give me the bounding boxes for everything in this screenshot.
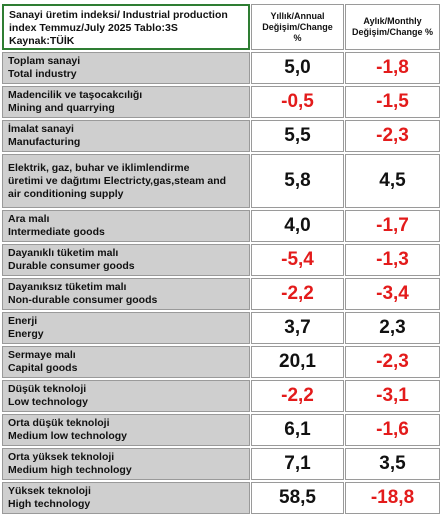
monthly-change-value: 4,5 bbox=[345, 154, 440, 208]
row-label-line-2: Medium high technology bbox=[8, 464, 132, 476]
title-line-3: Kaynak:TÜİK bbox=[9, 35, 75, 47]
annual-change-value: 20,1 bbox=[251, 346, 344, 378]
row-label: İmalat sanayi Manufacturing bbox=[2, 120, 250, 152]
row-label: Madencilik ve taşocakcılığı Mining and qu… bbox=[2, 86, 250, 118]
table-row: Enerji Energy 3,7 2,3 bbox=[2, 312, 442, 346]
table-title: Sanayi üretim indeksi/ Industrial produc… bbox=[2, 4, 250, 50]
row-label-line-2: Non-durable consumer goods bbox=[8, 294, 158, 306]
annual-change-header: Yıllık/Annual Değişim/Change % bbox=[251, 4, 344, 50]
annual-change-value: 58,5 bbox=[251, 482, 344, 514]
row-label: Orta yüksek teknoloji Medium high technol… bbox=[2, 448, 250, 480]
monthly-change-value: 2,3 bbox=[345, 312, 440, 344]
monthly-change-value: -1,3 bbox=[345, 244, 440, 276]
table-row: Dayanıklı tüketim malı Durable consumer g… bbox=[2, 244, 442, 278]
row-label: Elektrik, gaz, buhar ve iklimlendirme üre… bbox=[2, 154, 250, 208]
row-label-line-1: Toplam sanayi bbox=[8, 55, 81, 67]
row-label: Düşük teknoloji Low technology bbox=[2, 380, 250, 412]
row-label-line-2: Intermediate goods bbox=[8, 226, 105, 238]
annual-change-value: 7,1 bbox=[251, 448, 344, 480]
annual-change-value: -2,2 bbox=[251, 278, 344, 310]
row-label-line-2: Total industry bbox=[8, 68, 77, 80]
monthly-change-value: -18,8 bbox=[345, 482, 440, 514]
monthly-change-value: 3,5 bbox=[345, 448, 440, 480]
row-label-line-1: Dayanıklı tüketim malı bbox=[8, 247, 119, 259]
row-label-line-1: Düşük teknoloji bbox=[8, 383, 87, 395]
table-row: Yüksek teknoloji High technology 58,5 -18,8 bbox=[2, 482, 442, 516]
table-row: Madencilik ve taşocakcılığı Mining and qu… bbox=[2, 86, 442, 120]
annual-change-value: -0,5 bbox=[251, 86, 344, 118]
row-label-line-2: Durable consumer goods bbox=[8, 260, 135, 272]
annual-change-value: 5,8 bbox=[251, 154, 344, 208]
annual-change-value: -5,4 bbox=[251, 244, 344, 276]
monthly-change-value: -1,5 bbox=[345, 86, 440, 118]
production-index-table: Sanayi üretim indeksi/ Industrial produc… bbox=[2, 4, 442, 516]
annual-header-line-1: Yıllık/Annual bbox=[270, 10, 325, 21]
table-row: Sermaye malı Capital goods 20,1 -2,3 bbox=[2, 346, 442, 380]
row-label-line-1: Yüksek teknoloji bbox=[8, 485, 91, 497]
row-label-line-1: Elektrik, gaz, buhar ve iklimlendirme bbox=[8, 161, 190, 174]
annual-change-value: 3,7 bbox=[251, 312, 344, 344]
row-label-line-1: Enerji bbox=[8, 315, 38, 327]
monthly-header-line-2: Değişim/Change % bbox=[351, 27, 434, 37]
row-label-line-2: Low technology bbox=[8, 396, 88, 408]
monthly-change-value: -1,8 bbox=[345, 52, 440, 84]
annual-change-value: 5,0 bbox=[251, 52, 344, 84]
monthly-change-value: -3,4 bbox=[345, 278, 440, 310]
monthly-change-value: -1,6 bbox=[345, 414, 440, 446]
monthly-change-value: -1,7 bbox=[345, 210, 440, 242]
table-row: Dayanıksız tüketim malı Non-durable consu… bbox=[2, 278, 442, 312]
row-label: Toplam sanayi Total industry bbox=[2, 52, 250, 84]
annual-change-value: 5,5 bbox=[251, 120, 344, 152]
row-label-line-2: Capital goods bbox=[8, 362, 78, 374]
annual-header-line-3: % bbox=[293, 32, 302, 43]
row-label-line-2: Medium low technology bbox=[8, 430, 128, 442]
table-row: Toplam sanayi Total industry 5,0 -1,8 bbox=[2, 52, 442, 86]
row-label: Sermaye malı Capital goods bbox=[2, 346, 250, 378]
annual-change-value: -2,2 bbox=[251, 380, 344, 412]
annual-change-value: 6,1 bbox=[251, 414, 344, 446]
row-label-line-2: Manufacturing bbox=[8, 136, 81, 148]
row-label-line-2: üretimi ve dağıtımı Electricty,gas,steam… bbox=[8, 174, 227, 187]
row-label: Orta düşük teknoloji Medium low technolog… bbox=[2, 414, 250, 446]
row-label-line-2: Mining and quarrying bbox=[8, 102, 115, 114]
monthly-change-header: Aylık/Monthly Değişim/Change % bbox=[345, 4, 440, 50]
row-label-line-2: Energy bbox=[8, 328, 44, 340]
annual-change-value: 4,0 bbox=[251, 210, 344, 242]
row-label-line-3: air conditioning supply bbox=[8, 187, 124, 200]
table-row: Düşük teknoloji Low technology -2,2 -3,1 bbox=[2, 380, 442, 414]
table-row: Ara malı Intermediate goods 4,0 -1,7 bbox=[2, 210, 442, 244]
row-label-line-1: İmalat sanayi bbox=[8, 123, 74, 135]
monthly-change-value: -2,3 bbox=[345, 120, 440, 152]
table-row: Orta düşük teknoloji Medium low technolog… bbox=[2, 414, 442, 448]
monthly-change-value: -2,3 bbox=[345, 346, 440, 378]
monthly-header-line-1: Aylık/Monthly bbox=[363, 16, 422, 26]
row-label: Yüksek teknoloji High technology bbox=[2, 482, 250, 514]
monthly-change-value: -3,1 bbox=[345, 380, 440, 412]
table-row: Elektrik, gaz, buhar ve iklimlendirme üre… bbox=[2, 154, 442, 210]
row-label-line-1: Orta yüksek teknoloji bbox=[8, 451, 115, 463]
header-row: Sanayi üretim indeksi/ Industrial produc… bbox=[2, 4, 442, 52]
table-row: İmalat sanayi Manufacturing 5,5 -2,3 bbox=[2, 120, 442, 154]
table-row: Orta yüksek teknoloji Medium high technol… bbox=[2, 448, 442, 482]
row-label: Enerji Energy bbox=[2, 312, 250, 344]
row-label: Dayanıksız tüketim malı Non-durable consu… bbox=[2, 278, 250, 310]
row-label: Ara malı Intermediate goods bbox=[2, 210, 250, 242]
row-label-line-1: Madencilik ve taşocakcılığı bbox=[8, 89, 143, 101]
row-label-line-1: Sermaye malı bbox=[8, 349, 76, 361]
row-label-line-2: High technology bbox=[8, 498, 91, 510]
table-body: Toplam sanayi Total industry 5,0 -1,8 Madenc… bbox=[2, 52, 442, 516]
title-line-1: Sanayi üretim indeksi/ Industrial produc… bbox=[9, 9, 228, 21]
annual-header-line-2: Değişim/Change bbox=[262, 21, 333, 32]
row-label-line-1: Ara malı bbox=[8, 213, 50, 225]
title-line-2: index Temmuz/July 2025 Tablo:3S bbox=[9, 22, 178, 34]
row-label: Dayanıklı tüketim malı Durable consumer g… bbox=[2, 244, 250, 276]
row-label-line-1: Dayanıksız tüketim malı bbox=[8, 281, 127, 293]
row-label-line-1: Orta düşük teknoloji bbox=[8, 417, 110, 429]
